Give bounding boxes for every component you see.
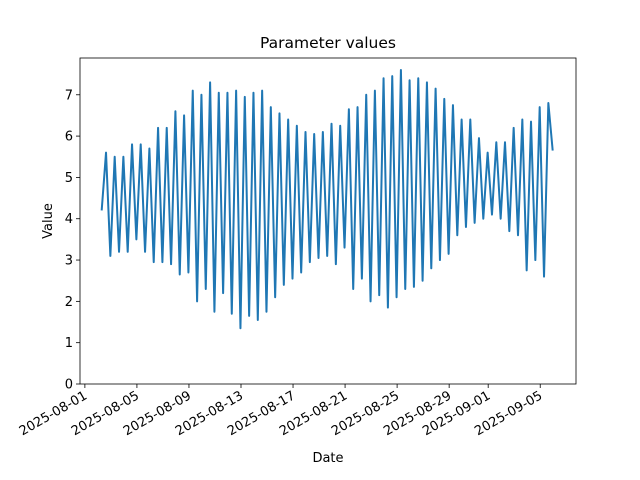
plot-frame [79, 57, 577, 385]
x-axis-label: Date [312, 451, 343, 466]
y-tick-label: 6 [65, 130, 73, 145]
y-tick-label: 0 [65, 378, 73, 393]
y-tick-label: 3 [65, 254, 73, 269]
y-tick-label: 1 [65, 336, 73, 351]
y-tick-label: 5 [65, 171, 73, 186]
y-tick-label: 7 [65, 88, 73, 103]
y-tick-label: 2 [65, 295, 73, 310]
chart-title: Parameter values [260, 34, 396, 52]
y-tick-label: 4 [65, 212, 73, 227]
data-line [100, 68, 554, 330]
y-axis-label: Value [41, 203, 56, 239]
